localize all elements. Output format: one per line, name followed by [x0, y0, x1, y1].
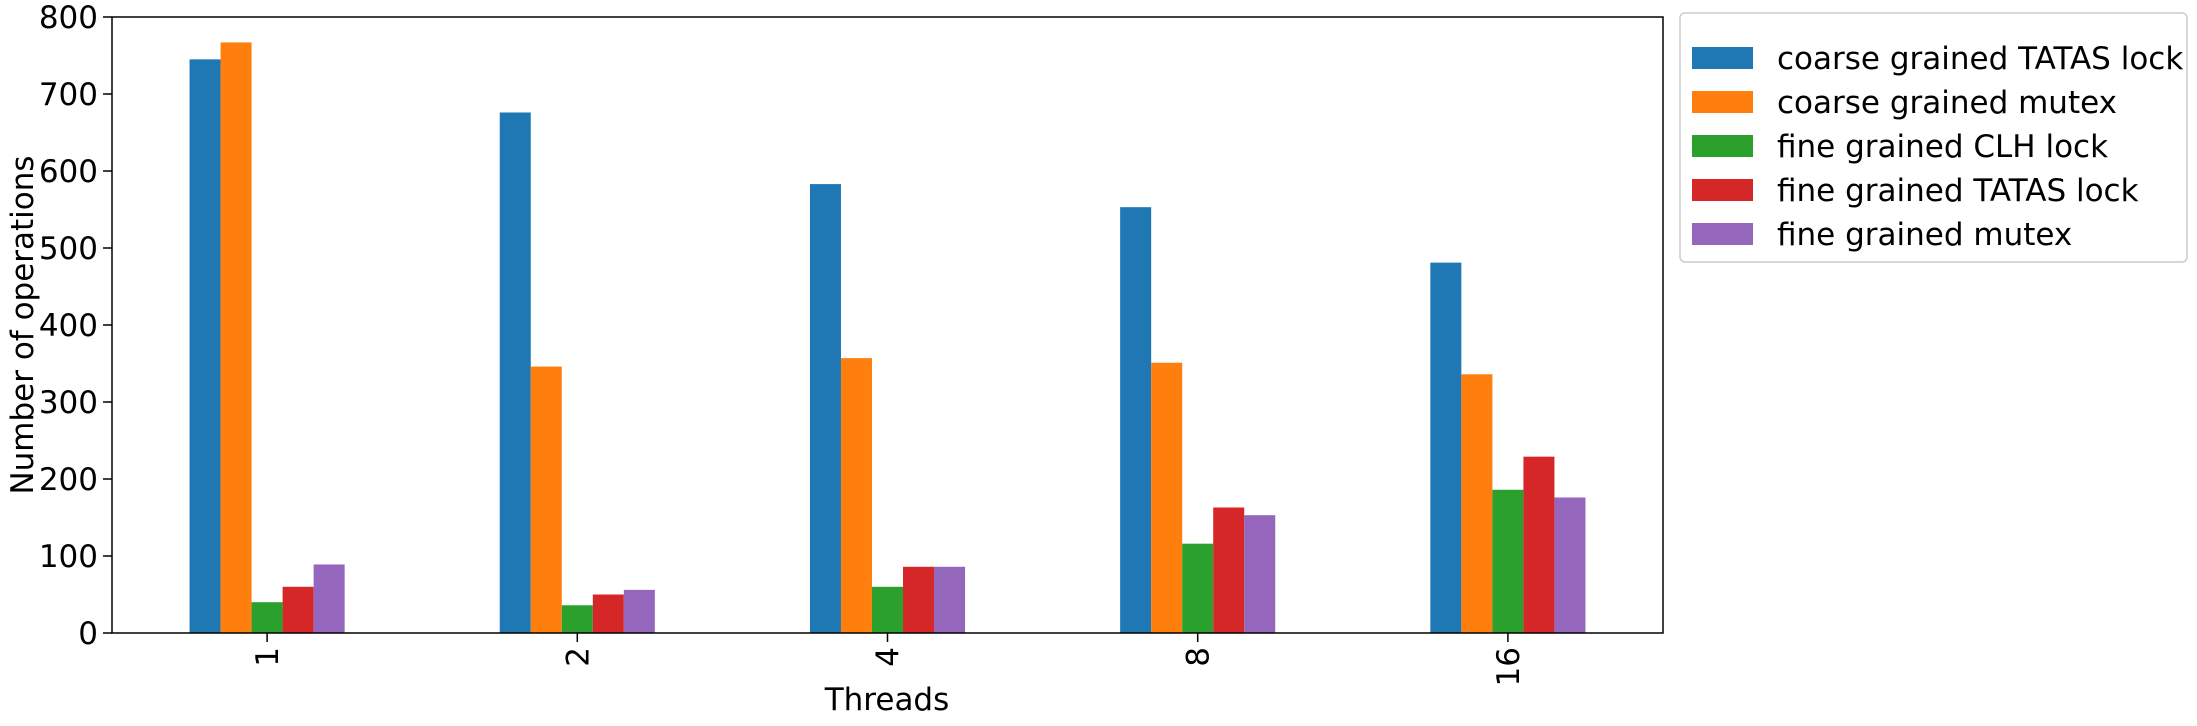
bar-fine-grained-mutex-16: [1554, 497, 1586, 633]
bar-fine-grained-mutex-1: [313, 564, 345, 633]
bar-coarse-grained-tatas-lock-8: [1120, 207, 1152, 633]
bar-fine-grained-clh-lock-1: [251, 602, 283, 633]
bar-coarse-grained-tatas-lock-1: [189, 59, 221, 634]
y-tick-label: 200: [39, 462, 98, 498]
x-tick-label: 4: [871, 647, 907, 667]
bar-coarse-grained-mutex-16: [1461, 374, 1493, 633]
y-tick-label: 500: [39, 231, 98, 267]
x-tick-label: 2: [560, 647, 596, 667]
bar-fine-grained-clh-lock-8: [1182, 543, 1214, 633]
legend-frame: [1679, 12, 2188, 263]
bar-fine-grained-mutex-4: [934, 566, 966, 633]
y-tick-label: 700: [39, 77, 98, 113]
bar-fine-grained-tatas-lock-1: [282, 586, 314, 633]
y-tick-label: 100: [39, 539, 98, 575]
x-tick-label: 1: [250, 647, 286, 667]
bar-fine-grained-clh-lock-16: [1492, 489, 1524, 633]
bar-fine-grained-mutex-8: [1244, 515, 1276, 633]
x-axis-title: Threads: [824, 682, 950, 718]
legend-label: fine grained mutex: [1777, 217, 2072, 253]
bar-coarse-grained-mutex-2: [530, 366, 562, 633]
y-tick-label: 800: [39, 0, 98, 36]
bar-coarse-grained-tatas-lock-16: [1430, 262, 1462, 633]
bars-layer: [189, 42, 1586, 634]
bar-fine-grained-clh-lock-2: [561, 605, 593, 633]
legend-swatch: [1692, 135, 1753, 157]
legend-swatch: [1692, 47, 1753, 69]
x-tick-label: 8: [1181, 647, 1217, 667]
y-tick-label: 0: [78, 616, 98, 652]
bar-fine-grained-tatas-lock-2: [592, 594, 624, 633]
x-axis: 1 2 4 8 16: [250, 633, 1527, 686]
bar-fine-grained-clh-lock-4: [871, 586, 904, 633]
bar-coarse-grained-mutex-1: [220, 42, 252, 634]
y-tick-label: 400: [39, 308, 98, 344]
legend-label: coarse grained TATAS lock: [1777, 41, 2183, 77]
y-axis: 0 100 200 300 400 500 600 700 800: [39, 0, 112, 652]
y-tick-label: 300: [39, 385, 98, 421]
legend-swatch: [1692, 91, 1753, 113]
legend-items: coarse grained TATAS lock coarse grained …: [1692, 41, 2183, 253]
legend-label: fine grained TATAS lock: [1777, 173, 2139, 209]
x-tick-label: 16: [1491, 647, 1527, 686]
legend-swatch: [1692, 223, 1753, 245]
bar-fine-grained-tatas-lock-16: [1523, 456, 1555, 633]
y-axis-title: Number of operations: [5, 155, 41, 494]
bar-fine-grained-mutex-2: [623, 589, 655, 633]
y-tick-label: 600: [39, 154, 98, 190]
bar-coarse-grained-mutex-4: [840, 358, 872, 633]
legend-label: fine grained CLH lock: [1777, 129, 2108, 165]
legend-swatch: [1692, 179, 1753, 201]
bar-coarse-grained-tatas-lock-4: [809, 184, 841, 633]
bar-coarse-grained-tatas-lock-2: [499, 112, 531, 634]
legend-label: coarse grained mutex: [1777, 85, 2117, 121]
bar-coarse-grained-mutex-8: [1151, 362, 1183, 633]
bar-fine-grained-tatas-lock-8: [1213, 507, 1245, 633]
bar-fine-grained-tatas-lock-4: [903, 566, 935, 633]
legend: coarse grained TATAS lock coarse grained …: [1679, 12, 2188, 263]
